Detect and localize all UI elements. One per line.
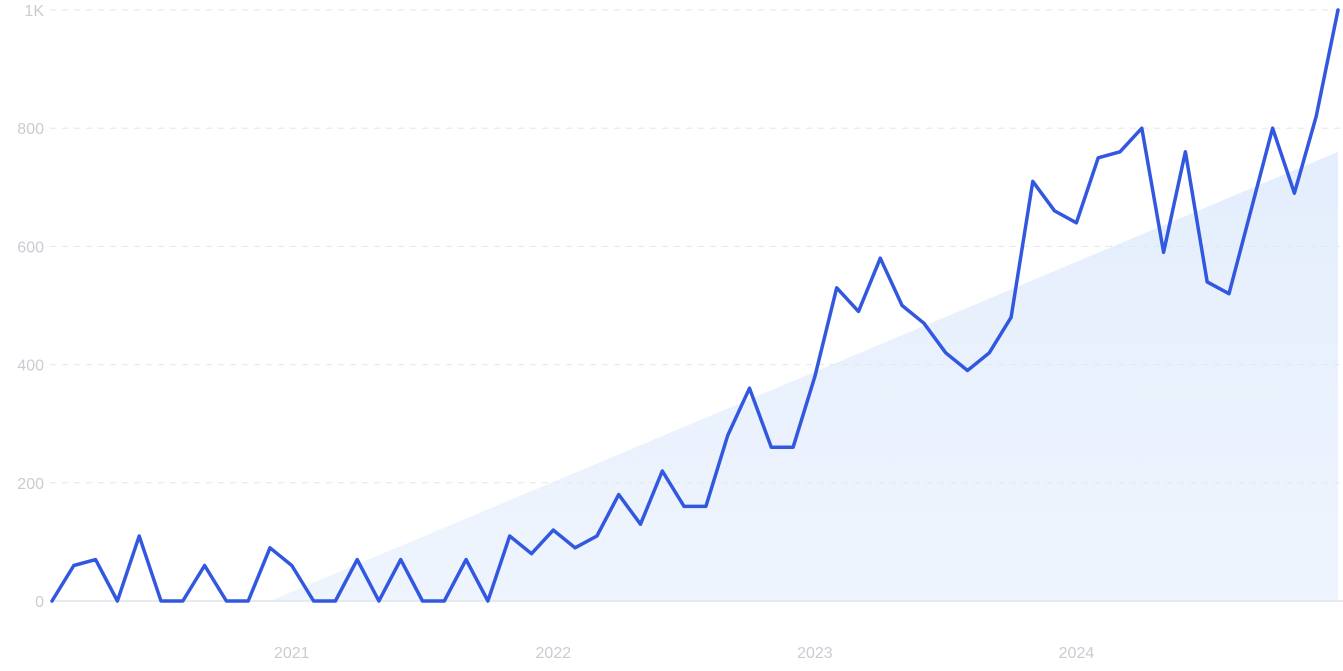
y-axis-ticks: 0 200 400 600 800 1K [17,3,44,611]
data-point [289,563,295,569]
data-point [703,503,709,509]
data-point [834,285,840,291]
data-point [725,433,731,439]
data-point [441,598,447,604]
data-point [202,563,208,569]
x-tick-label: 2021 [274,645,310,662]
data-point [768,444,774,450]
data-point [354,557,360,563]
data-point [267,545,273,551]
data-point [223,598,229,604]
data-point [594,533,600,539]
y-tick-label: 200 [17,476,44,493]
data-point [964,368,970,374]
series-line [50,8,1340,603]
y-tick-label: 800 [17,121,44,138]
trend-area-layer [269,151,1339,601]
data-point [332,598,338,604]
data-point [1182,149,1188,155]
data-point [746,385,752,391]
data-point [93,557,99,563]
y-tick-label: 0 [35,594,44,611]
y-tick-label: 400 [17,358,44,375]
data-point [616,492,622,498]
data-point [180,598,186,604]
data-point [420,598,426,604]
data-point [245,598,251,604]
data-point [572,545,578,551]
data-point [311,598,317,604]
data-point [1117,149,1123,155]
data-point [507,533,513,539]
x-axis-ticks: 2021 2022 2023 2024 [274,645,1094,662]
data-point [1008,314,1014,320]
y-tick-label: 1K [24,3,44,20]
data-point [1073,220,1079,226]
data-point [485,598,491,604]
data-point [659,468,665,474]
data-point [1161,249,1167,255]
data-point [921,320,927,326]
x-tick-label: 2022 [536,645,572,662]
data-point [1335,7,1341,13]
series-line-layer [49,7,1341,604]
data-point [877,255,883,261]
data-point [855,308,861,314]
data-point [529,551,535,557]
data-point [638,521,644,527]
data-point [986,350,992,356]
data-point [943,350,949,356]
data-point [812,373,818,379]
data-point [463,557,469,563]
data-point [1291,190,1297,196]
data-point [1226,291,1232,297]
data-point [114,598,120,604]
x-tick-label: 2023 [797,645,833,662]
data-point [158,598,164,604]
x-tick-label: 2024 [1059,645,1095,662]
data-point [1270,125,1276,131]
data-point [1139,125,1145,131]
data-point [136,533,142,539]
data-point [899,303,905,309]
data-point [681,503,687,509]
data-point [1313,113,1319,119]
data-point [1095,155,1101,161]
data-point [71,563,77,569]
data-point [49,598,55,604]
data-point [398,557,404,563]
data-point [790,444,796,450]
data-point [376,598,382,604]
data-point [1030,178,1036,184]
data-point [1052,208,1058,214]
data-point [1204,279,1210,285]
data-point [550,527,556,533]
data-point [1248,208,1254,214]
trend-area [269,151,1339,601]
y-tick-label: 600 [17,239,44,256]
